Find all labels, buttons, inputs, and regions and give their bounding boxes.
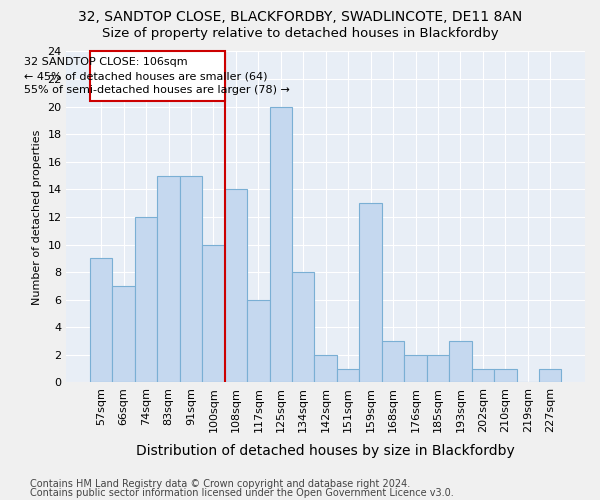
Bar xyxy=(292,272,314,382)
Bar xyxy=(180,176,202,382)
Text: Contains HM Land Registry data © Crown copyright and database right 2024.: Contains HM Land Registry data © Crown c… xyxy=(30,479,410,489)
Bar xyxy=(404,355,427,382)
Bar xyxy=(427,355,449,382)
Bar xyxy=(202,244,224,382)
Bar xyxy=(112,286,135,382)
Bar xyxy=(157,176,180,382)
Bar xyxy=(247,300,269,382)
FancyBboxPatch shape xyxy=(90,52,224,101)
Text: 32 SANDTOP CLOSE: 106sqm
← 45% of detached houses are smaller (64)
55% of semi-d: 32 SANDTOP CLOSE: 106sqm ← 45% of detach… xyxy=(25,58,290,96)
Bar xyxy=(539,368,562,382)
Bar xyxy=(449,341,472,382)
Bar xyxy=(135,217,157,382)
Bar xyxy=(224,190,247,382)
Bar xyxy=(382,341,404,382)
Bar xyxy=(269,106,292,382)
Bar xyxy=(337,368,359,382)
Text: Contains public sector information licensed under the Open Government Licence v3: Contains public sector information licen… xyxy=(30,488,454,498)
Y-axis label: Number of detached properties: Number of detached properties xyxy=(32,130,42,304)
Bar xyxy=(314,355,337,382)
Text: 32, SANDTOP CLOSE, BLACKFORDBY, SWADLINCOTE, DE11 8AN: 32, SANDTOP CLOSE, BLACKFORDBY, SWADLINC… xyxy=(78,10,522,24)
Bar xyxy=(472,368,494,382)
Bar xyxy=(359,203,382,382)
X-axis label: Distribution of detached houses by size in Blackfordby: Distribution of detached houses by size … xyxy=(136,444,515,458)
Bar xyxy=(494,368,517,382)
Bar xyxy=(90,258,112,382)
Text: Size of property relative to detached houses in Blackfordby: Size of property relative to detached ho… xyxy=(101,28,499,40)
